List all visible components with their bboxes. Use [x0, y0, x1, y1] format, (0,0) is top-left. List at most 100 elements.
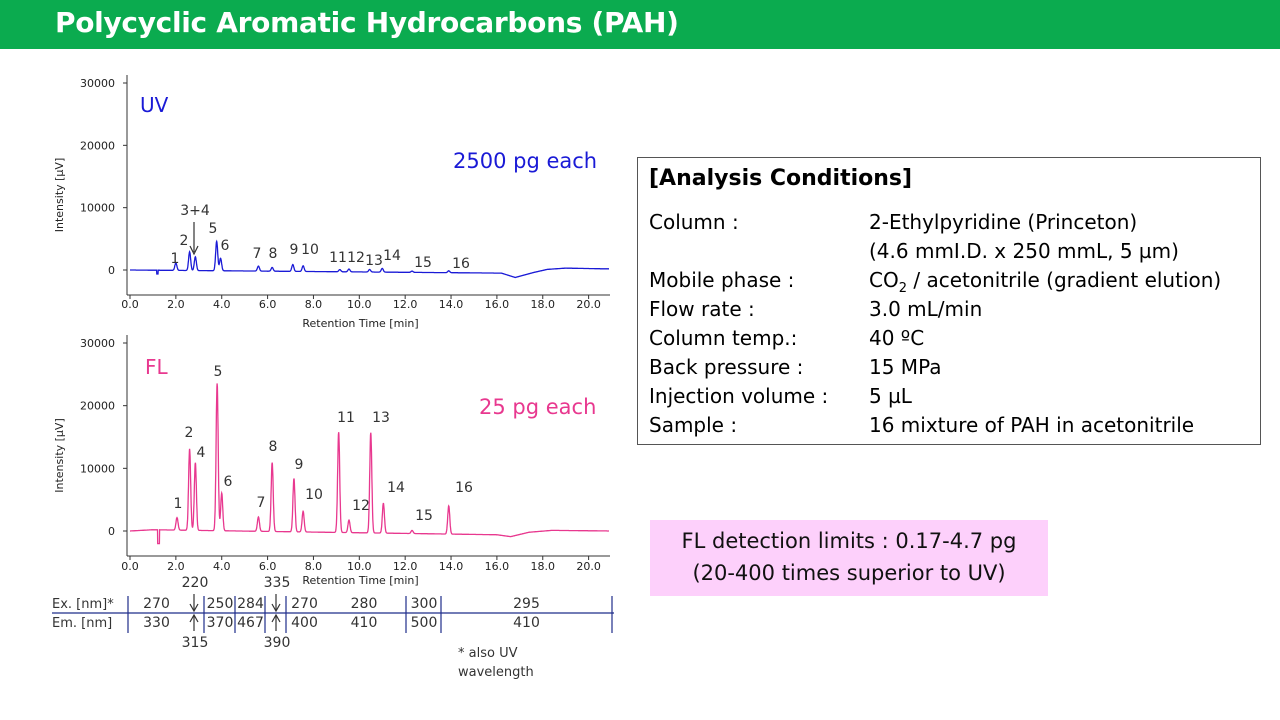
condition-value: (4.6 mmI.D. x 250 mmL, 5 µm): [869, 239, 1179, 263]
condition-label: Flow rate :: [649, 297, 755, 321]
x-tick-label: 4.0: [213, 298, 231, 311]
series-label: UV: [140, 93, 169, 117]
condition-value: 5 µL: [869, 384, 912, 408]
title-bar: Polycyclic Aromatic Hydrocarbons (PAH): [0, 0, 1280, 49]
y-tick-label: 10000: [80, 462, 115, 475]
footnote-line1: * also UV: [458, 646, 518, 661]
peak-label: 13: [372, 410, 390, 426]
switch-arrow-head: [271, 603, 281, 613]
x-tick-label: 12.0: [393, 560, 418, 573]
peak-label: 3+4: [180, 203, 210, 219]
y-tick-label: 30000: [80, 337, 115, 350]
peak-label: 10: [301, 242, 319, 258]
condition-value: 3.0 mL/min: [869, 297, 983, 321]
peak-label: 12: [352, 498, 370, 514]
condition-label: Column :: [649, 210, 739, 234]
x-tick-label: 20.0: [576, 560, 601, 573]
ex-value: 280: [351, 596, 378, 612]
condition-value: 16 mixture of PAH in acetonitrile: [869, 413, 1195, 437]
y-tick-label: 20000: [80, 400, 115, 413]
peak-label: 15: [415, 508, 433, 524]
mobile-phase-rest: / acetonitrile (gradient elution): [907, 268, 1222, 292]
chromatogram-trace: [130, 383, 609, 545]
x-tick-label: 10.0: [347, 560, 372, 573]
peak-label: 12: [347, 250, 365, 266]
chromatograms: 30000 20000 10000 0 0.0 2.0 4.0 6.0 8.0 10.0 12.0 1…: [53, 75, 610, 587]
series-label: FL: [145, 355, 169, 379]
analysis-conditions-box: [Analysis Conditions] Column : 2-Ethylpy…: [637, 157, 1261, 445]
peak-label: 9: [290, 242, 299, 258]
y-tick-label: 30000: [80, 77, 115, 90]
switch-arrow-head: [271, 613, 281, 623]
x-tick-label: 18.0: [531, 298, 556, 311]
switch-ex-high: 335: [264, 575, 291, 591]
co2-subscript: 2: [898, 281, 907, 296]
peak-label: 10: [305, 487, 323, 503]
x-tick-label: 6.0: [259, 298, 277, 311]
peak-label: 7: [257, 495, 266, 511]
co-text: CO: [869, 268, 899, 292]
y-tick-label: 0: [108, 264, 115, 277]
em-value: 467: [237, 615, 264, 631]
y-tick-label: 10000: [80, 202, 115, 215]
peak-label: 9: [295, 457, 304, 473]
em-value: 410: [513, 615, 540, 631]
x-tick-label: 4.0: [213, 560, 231, 573]
x-tick-label: 0.0: [121, 298, 139, 311]
peak-label: 6: [221, 238, 230, 254]
switch-ex-low: 220: [182, 575, 209, 591]
y-axis-label: Intensity [µV]: [53, 418, 66, 492]
condition-value: 15 MPa: [869, 355, 942, 379]
x-tick-label: 16.0: [485, 298, 510, 311]
footnote-line2: wavelength: [458, 665, 534, 680]
x-tick-label: 12.0: [393, 298, 418, 311]
amount-label: 2500 pg each: [453, 149, 597, 173]
peak-label: 16: [452, 256, 470, 272]
ex-value: 270: [291, 596, 318, 612]
em-value: 400: [291, 615, 318, 631]
detection-limits-line2: (20-400 times superior to UV): [692, 561, 1006, 585]
y-axis-label: Intensity [µV]: [53, 158, 66, 232]
peak-label: 11: [329, 250, 347, 266]
peak-label: 4: [197, 445, 206, 461]
peak-label: 5: [209, 221, 218, 237]
peak-label: 8: [269, 246, 278, 262]
peak-arrow-head: [189, 245, 199, 256]
x-tick-label: 2.0: [167, 298, 185, 311]
peak-label: 1: [174, 496, 183, 512]
peak-label: 13: [365, 253, 383, 269]
y-tick-label: 20000: [80, 139, 115, 152]
page-title: Polycyclic Aromatic Hydrocarbons (PAH): [55, 6, 679, 39]
peak-label: 5: [214, 364, 223, 380]
peak-label: 16: [455, 480, 473, 496]
x-tick-label: 20.0: [576, 298, 601, 311]
em-label: Em. [nm]: [52, 616, 112, 631]
condition-label: Sample :: [649, 413, 738, 437]
ex-value: 295: [513, 596, 540, 612]
x-tick-label: 18.0: [531, 560, 556, 573]
peak-label: 7: [253, 246, 262, 262]
switch-arrow-head: [189, 603, 199, 613]
peak-label: 14: [383, 248, 401, 264]
chromatogram-trace: [130, 239, 609, 279]
wavelength-table: Ex. [nm]* Em. [nm] 270 250 284 270 280 300 295…: [52, 575, 614, 680]
x-tick-label: 14.0: [439, 298, 464, 311]
peak-label: 11: [337, 410, 355, 426]
ex-value: 270: [143, 596, 170, 612]
em-value: 370: [207, 615, 234, 631]
wavelength-columns: 270 250 284 270 280 300 295 330 370 467 400 410 500 4…: [127, 594, 613, 633]
x-tick-label: 8.0: [305, 298, 323, 311]
peak-label: 2: [180, 233, 189, 249]
ex-value: 284: [237, 596, 264, 612]
condition-label: Injection volume :: [649, 384, 829, 408]
amount-label: 25 pg each: [479, 395, 596, 419]
x-tick-label: 16.0: [485, 560, 510, 573]
condition-value: 2-Ethylpyridine (Princeton): [869, 210, 1138, 234]
switch-em-low: 315: [182, 635, 209, 651]
condition-label: Column temp.:: [649, 326, 798, 350]
y-tick-label: 0: [108, 525, 115, 538]
peak-label: 8: [269, 439, 278, 455]
ex-value: 300: [411, 596, 438, 612]
switch-arrow-head: [189, 613, 199, 623]
ex-value: 250: [207, 596, 234, 612]
